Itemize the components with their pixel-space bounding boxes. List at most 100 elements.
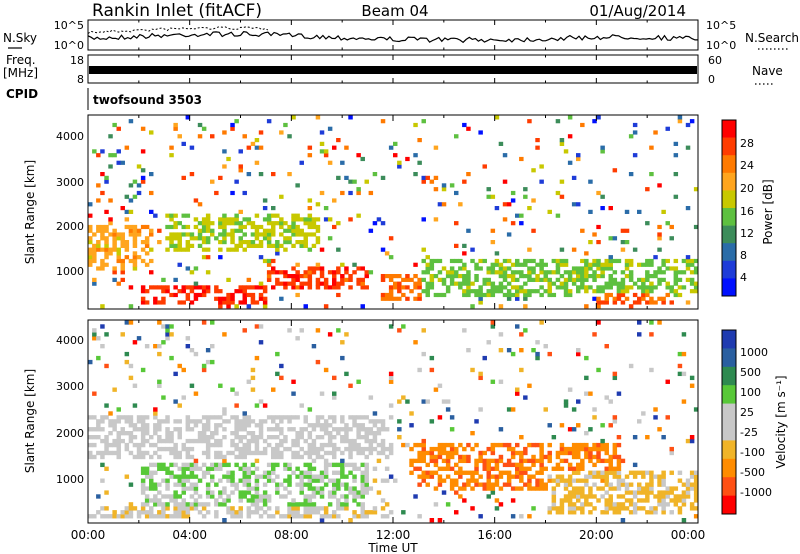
heatmap-cell (226, 156, 231, 162)
heatmap-cell (161, 514, 166, 519)
heatmap-cell (100, 324, 105, 329)
heatmap-cell (559, 281, 565, 286)
heatmap-cell (120, 332, 125, 337)
heatmap-cell (604, 300, 609, 305)
heatmap-cell (201, 502, 207, 507)
heatmap-cell (96, 336, 101, 341)
xtick-label-2: 08:00 (274, 528, 309, 542)
heatmap-cell (616, 391, 622, 396)
heatmap-cell (262, 285, 268, 290)
heatmap-cell (608, 258, 613, 264)
heatmap-cell (295, 466, 300, 471)
heatmap-cell (181, 506, 186, 511)
heatmap-cell (254, 160, 260, 165)
heatmap-cell (258, 431, 264, 436)
heatmap-cell (173, 221, 178, 226)
heatmap-cell (262, 289, 268, 294)
heatmap-cell (230, 232, 235, 237)
heatmap-cell (425, 270, 430, 275)
heatmap-cell (185, 502, 191, 507)
heatmap-cell (588, 474, 593, 479)
heatmap-cell (181, 466, 186, 471)
heatmap-cell (624, 506, 630, 511)
heatmap-cell (140, 486, 146, 491)
heatmap-cell (596, 486, 601, 491)
heatmap-cell (608, 458, 613, 464)
heatmap-cell (519, 486, 524, 491)
noise-search-trace (87, 26, 269, 34)
heatmap-cell (482, 292, 487, 298)
heatmap-cell (222, 232, 227, 237)
heatmap-cell (157, 427, 162, 432)
heatmap-cell (238, 514, 243, 519)
heatmap-cell (332, 478, 337, 483)
heatmap-cell (295, 502, 300, 507)
heatmap-cell (189, 232, 195, 237)
heatmap-cell (384, 454, 390, 460)
heatmap-cell (543, 466, 548, 471)
heatmap-cell (543, 486, 548, 491)
heatmap-cell (193, 281, 199, 286)
heatmap-cell (490, 474, 496, 479)
heatmap-cell (425, 262, 430, 267)
heatmap-cell (238, 510, 243, 515)
heatmap-cell (112, 450, 117, 456)
heatmap-cell (580, 478, 585, 483)
heatmap-cell (624, 289, 630, 294)
heatmap-cell (360, 506, 365, 511)
heatmap-cell (547, 454, 552, 460)
heatmap-cell (128, 232, 134, 237)
heatmap-cell (580, 228, 585, 233)
heatmap-cell (421, 442, 426, 448)
heatmap-cell (649, 320, 654, 325)
noise-left-label: N.Sky (3, 31, 37, 45)
heatmap-cell (364, 490, 369, 495)
heatmap-cell (295, 274, 300, 279)
heatmap-cell (384, 466, 390, 471)
heatmap-cell (140, 175, 146, 180)
vel-cbar-tick-100: 100 (740, 386, 761, 399)
heatmap-cell (144, 262, 150, 267)
heatmap-cell (490, 292, 496, 298)
heatmap-cell (637, 277, 642, 282)
heatmap-cell (486, 462, 491, 468)
heatmap-cell (319, 281, 325, 286)
heatmap-cell (323, 458, 329, 464)
heatmap-cell (567, 115, 573, 120)
heatmap-cell (116, 258, 121, 264)
heatmap-cell (169, 431, 174, 436)
heatmap-cell (673, 289, 679, 294)
heatmap-cell (519, 470, 524, 475)
heatmap-cell (393, 141, 398, 146)
heatmap-cell (539, 292, 544, 298)
heatmap-cell (360, 482, 365, 487)
heatmap-cell (153, 300, 158, 305)
heatmap-cell (620, 458, 626, 464)
heatmap-cell (291, 502, 296, 507)
heatmap-cell (262, 300, 268, 305)
heatmap-cell (584, 450, 589, 456)
heatmap-cell (421, 328, 426, 333)
heatmap-cell (295, 336, 300, 341)
heatmap-cell (466, 228, 471, 233)
heatmap-cell (291, 277, 296, 282)
heatmap-cell (165, 236, 170, 241)
heatmap-cell (580, 270, 585, 275)
heatmap-cell (421, 270, 426, 275)
heatmap-cell (421, 247, 426, 252)
heatmap-cell (271, 454, 276, 460)
heatmap-cell (287, 514, 292, 519)
heatmap-cell (584, 442, 589, 448)
heatmap-cell (588, 262, 593, 267)
heatmap-cell (226, 247, 231, 252)
heatmap-cell (547, 351, 552, 357)
heatmap-cell (515, 292, 520, 298)
heatmap-cell (185, 285, 191, 290)
heatmap-cell (417, 285, 422, 290)
heatmap-cell (360, 450, 365, 456)
heatmap-cell (287, 466, 292, 471)
heatmap-cell (104, 466, 109, 471)
heatmap-cell (600, 438, 605, 444)
heatmap-cell (474, 466, 479, 471)
heatmap-cell (608, 399, 613, 404)
